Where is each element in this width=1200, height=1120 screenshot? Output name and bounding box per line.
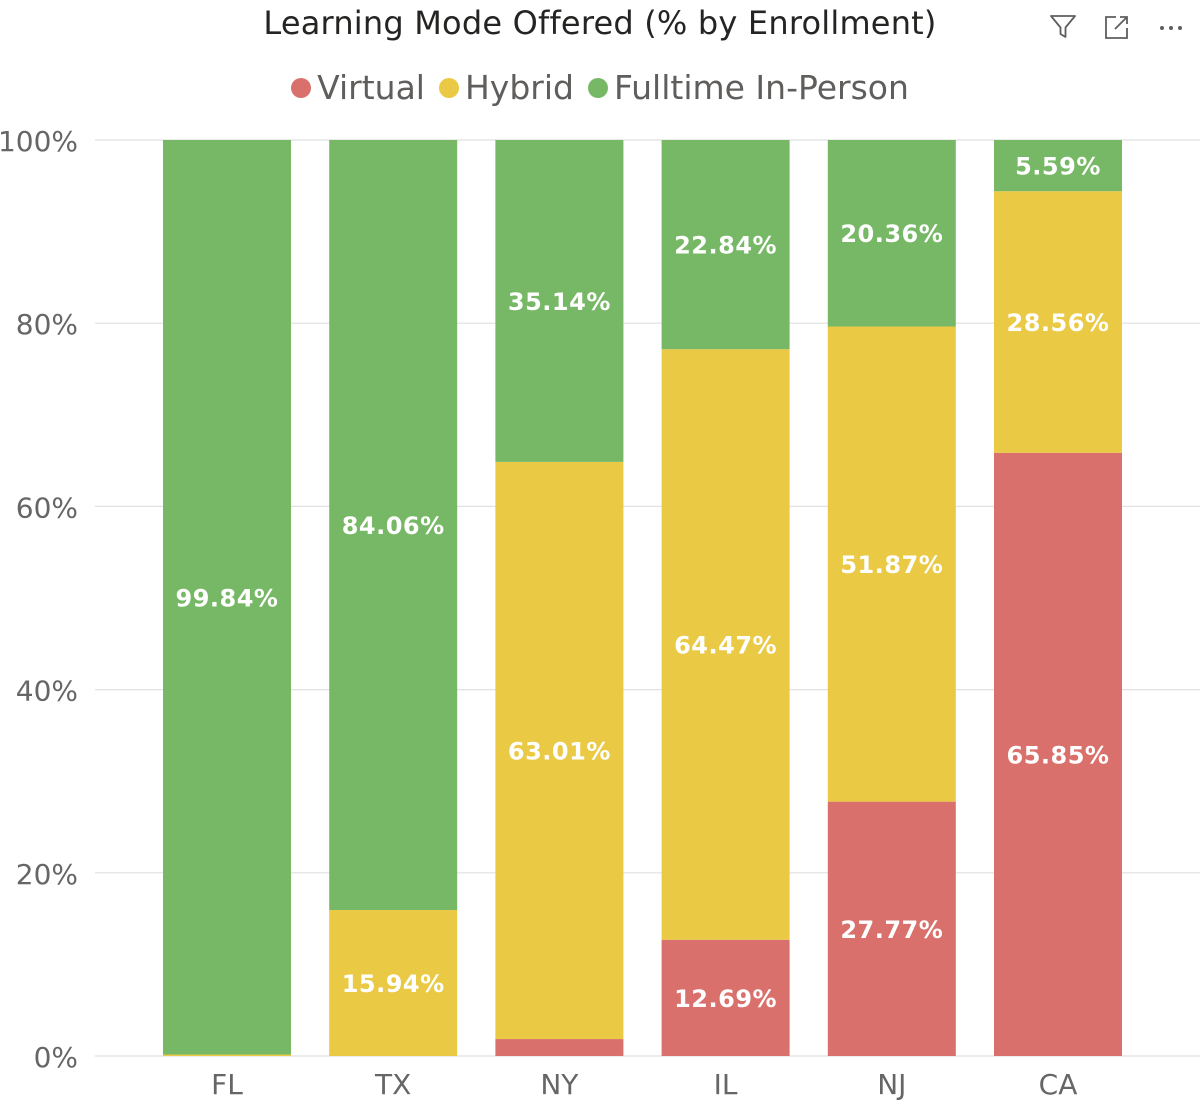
bar-segment-il-hybrid[interactable] [661,349,790,940]
bar-segment-il-virtual[interactable] [661,939,790,1056]
filter-icon[interactable] [1046,10,1080,44]
legend-marker-fulltime-in-person [587,77,608,98]
y-tick-label: 80% [16,308,78,341]
data-label: 22.84% [674,232,777,260]
legend-item-virtual[interactable]: Virtual [291,68,425,107]
x-tick-label: NY [540,1068,579,1101]
y-tick-label: 40% [16,675,78,708]
legend-label-hybrid: Hybrid [464,68,574,107]
data-label: 15.94% [342,970,445,998]
legend-item-fulltime-in-person[interactable]: Fulltime In-Person [587,68,909,107]
data-label: 65.85% [1007,741,1110,769]
legend-marker-virtual [291,77,312,98]
bar-segment-ca-fulltime-in-person[interactable] [994,140,1122,192]
legend-item-hybrid[interactable]: Hybrid [438,68,574,107]
bar-segment-tx-hybrid[interactable] [329,909,458,1056]
chart-title: Learning Mode Offered (% by Enrollment) [263,4,937,42]
bar-segment-ny-fulltime-in-person[interactable] [495,140,624,462]
data-label: 63.01% [508,737,611,765]
data-label: 35.14% [508,288,611,316]
data-label: 51.87% [840,551,943,579]
x-tick-label: CA [1039,1068,1078,1101]
chart-legend: Virtual Hybrid Fulltime In-Person [0,68,1200,107]
data-label: 5.59% [1015,153,1101,181]
data-label: 27.77% [840,916,943,944]
x-tick-label: NJ [877,1068,906,1101]
bar-segment-nj-virtual[interactable] [827,801,956,1056]
bar-segment-il-fulltime-in-person[interactable] [661,140,790,350]
data-label: 12.69% [674,985,777,1013]
bar-segment-tx-fulltime-in-person[interactable] [329,140,458,910]
bar-segment-fl-hybrid[interactable] [163,1054,291,1056]
bar-segment-ca-virtual[interactable] [994,452,1122,1057]
legend-label-fulltime-in-person: Fulltime In-Person [613,68,909,107]
y-tick-label: 60% [16,491,78,524]
y-tick-label: 100% [0,125,78,158]
more-options-icon[interactable] [1154,10,1188,44]
legend-marker-hybrid [438,77,459,98]
x-tick-label: FL [211,1068,243,1101]
bar-segment-ca-hybrid[interactable] [994,191,1122,453]
data-label: 20.36% [840,220,943,248]
bar-segment-fl-fulltime-in-person[interactable] [163,140,291,1055]
data-label: 99.84% [176,584,279,612]
x-tick-label: IL [714,1068,738,1101]
data-label: 64.47% [674,631,777,659]
legend-label-virtual: Virtual [317,68,425,107]
bar-segment-ny-virtual[interactable] [495,1039,624,1056]
bar-segment-ny-hybrid[interactable] [495,461,624,1040]
data-label: 84.06% [342,512,445,540]
y-tick-label: 20% [16,858,78,891]
bar-segment-nj-hybrid[interactable] [827,326,956,802]
x-tick-label: TX [374,1068,411,1101]
visual-header-icons [1046,10,1188,44]
y-tick-label: 0% [34,1041,78,1074]
data-label: 28.56% [1007,309,1110,337]
focus-mode-icon[interactable] [1100,10,1134,44]
bar-segment-nj-fulltime-in-person[interactable] [827,140,956,327]
